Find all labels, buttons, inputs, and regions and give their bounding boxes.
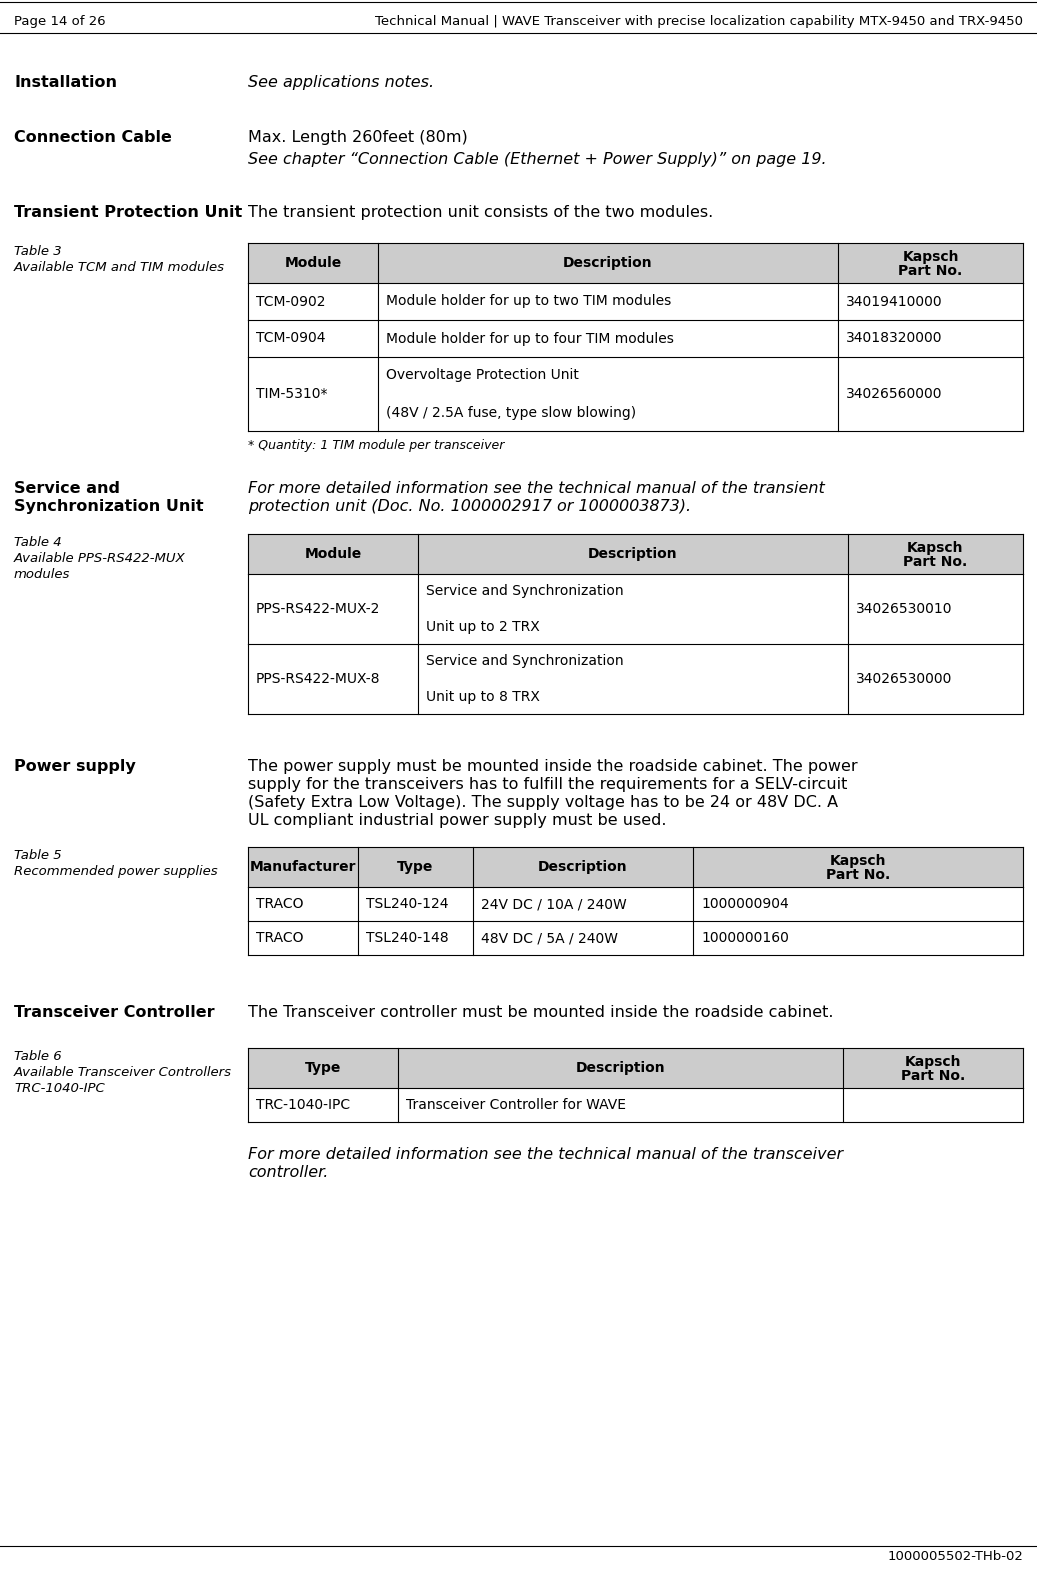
Text: Transceiver Controller: Transceiver Controller [15, 1006, 215, 1020]
Text: For more detailed information see the technical manual of the transceiver: For more detailed information see the te… [248, 1147, 843, 1163]
Text: Available Transceiver Controllers: Available Transceiver Controllers [15, 1065, 232, 1079]
Text: Kapsch: Kapsch [830, 854, 887, 868]
Text: Power supply: Power supply [15, 759, 136, 774]
Text: Connection Cable: Connection Cable [15, 130, 172, 144]
Text: Description: Description [563, 256, 653, 270]
Text: Description: Description [538, 860, 627, 874]
Bar [248, 1048, 1022, 1087]
Text: Unit up to 8 TRX: Unit up to 8 TRX [426, 689, 540, 703]
Text: Transceiver Controller for WAVE: Transceiver Controller for WAVE [407, 1098, 626, 1112]
Bar [248, 847, 1022, 886]
Text: Service and Synchronization: Service and Synchronization [426, 585, 623, 598]
Text: Max. Length 260feet (80m): Max. Length 260feet (80m) [248, 130, 468, 144]
Text: Overvoltage Protection Unit: Overvoltage Protection Unit [386, 369, 579, 383]
Bar [248, 243, 1022, 282]
Text: Transient Protection Unit: Transient Protection Unit [15, 206, 243, 220]
Text: For more detailed information see the technical manual of the transient: For more detailed information see the te… [248, 482, 824, 496]
Text: 34026530010: 34026530010 [856, 602, 953, 617]
Text: Table 3: Table 3 [15, 245, 61, 257]
Text: 34019410000: 34019410000 [846, 295, 943, 309]
Text: modules: modules [15, 568, 71, 581]
Text: Part No.: Part No. [903, 555, 968, 570]
Text: Module holder for up to four TIM modules: Module holder for up to four TIM modules [386, 331, 674, 345]
Text: Part No.: Part No. [901, 1068, 965, 1083]
Text: Description: Description [588, 548, 678, 562]
Text: TRACO: TRACO [256, 930, 304, 945]
Text: 34026560000: 34026560000 [846, 388, 943, 402]
Text: See chapter “Connection Cable (Ethernet + Power Supply)” on page 19.: See chapter “Connection Cable (Ethernet … [248, 152, 826, 166]
Text: Table 6: Table 6 [15, 1050, 61, 1064]
Text: Service and: Service and [15, 482, 120, 496]
Text: (Safety Extra Low Voltage). The supply voltage has to be 24 or 48V DC. A: (Safety Extra Low Voltage). The supply v… [248, 795, 838, 810]
Text: Module: Module [305, 548, 362, 562]
Text: Technical Manual | WAVE Transceiver with precise localization capability MTX-945: Technical Manual | WAVE Transceiver with… [375, 16, 1022, 28]
Text: Installation: Installation [15, 75, 117, 89]
Text: supply for the transceivers has to fulfill the requirements for a SELV-circuit: supply for the transceivers has to fulfi… [248, 777, 847, 792]
Text: Description: Description [576, 1061, 666, 1075]
Text: TRC-1040-IPC: TRC-1040-IPC [256, 1098, 351, 1112]
Text: Table 5: Table 5 [15, 849, 61, 861]
Text: Page 14 of 26: Page 14 of 26 [15, 16, 106, 28]
Text: 1000000904: 1000000904 [701, 897, 789, 912]
Text: UL compliant industrial power supply must be used.: UL compliant industrial power supply mus… [248, 813, 667, 828]
Text: Type: Type [397, 860, 433, 874]
Text: Part No.: Part No. [825, 868, 890, 882]
Text: (48V / 2.5A fuse, type slow blowing): (48V / 2.5A fuse, type slow blowing) [386, 405, 636, 419]
Text: Manufacturer: Manufacturer [250, 860, 357, 874]
Text: TCM-0904: TCM-0904 [256, 331, 326, 345]
Text: The transient protection unit consists of the two modules.: The transient protection unit consists o… [248, 206, 713, 220]
Text: 1000005502-THb-02: 1000005502-THb-02 [887, 1550, 1022, 1563]
Text: Service and Synchronization: Service and Synchronization [426, 654, 623, 668]
Text: The Transceiver controller must be mounted inside the roadside cabinet.: The Transceiver controller must be mount… [248, 1006, 834, 1020]
Text: The power supply must be mounted inside the roadside cabinet. The power: The power supply must be mounted inside … [248, 759, 858, 774]
Text: TIM-5310*: TIM-5310* [256, 388, 328, 402]
Text: protection unit (Doc. No. 1000002917 or 1000003873).: protection unit (Doc. No. 1000002917 or … [248, 499, 691, 515]
Text: Available TCM and TIM modules: Available TCM and TIM modules [15, 260, 225, 275]
Text: TCM-0902: TCM-0902 [256, 295, 326, 309]
Text: TSL240-124: TSL240-124 [366, 897, 448, 912]
Text: 48V DC / 5A / 240W: 48V DC / 5A / 240W [481, 930, 618, 945]
Text: TSL240-148: TSL240-148 [366, 930, 449, 945]
Text: Kapsch: Kapsch [904, 1054, 961, 1068]
Text: TRACO: TRACO [256, 897, 304, 912]
Text: Kapsch: Kapsch [902, 249, 959, 264]
Text: See applications notes.: See applications notes. [248, 75, 435, 89]
Text: Type: Type [305, 1061, 341, 1075]
Text: 34018320000: 34018320000 [846, 331, 943, 345]
Text: Part No.: Part No. [898, 264, 962, 278]
Text: Synchronization Unit: Synchronization Unit [15, 499, 203, 515]
Text: 1000000160: 1000000160 [701, 930, 789, 945]
Text: 24V DC / 10A / 240W: 24V DC / 10A / 240W [481, 897, 626, 912]
Text: Module: Module [284, 256, 341, 270]
Text: TRC-1040-IPC: TRC-1040-IPC [15, 1083, 105, 1095]
Text: Available PPS-RS422-MUX: Available PPS-RS422-MUX [15, 552, 186, 565]
Text: PPS-RS422-MUX-2: PPS-RS422-MUX-2 [256, 602, 381, 617]
Text: Recommended power supplies: Recommended power supplies [15, 865, 218, 879]
Bar [248, 533, 1022, 574]
Text: 34026530000: 34026530000 [856, 672, 952, 686]
Text: controller.: controller. [248, 1166, 329, 1180]
Text: Table 4: Table 4 [15, 537, 61, 549]
Text: Module holder for up to two TIM modules: Module holder for up to two TIM modules [386, 295, 671, 309]
Text: PPS-RS422-MUX-8: PPS-RS422-MUX-8 [256, 672, 381, 686]
Text: Unit up to 2 TRX: Unit up to 2 TRX [426, 620, 539, 634]
Text: * Quantity: 1 TIM module per transceiver: * Quantity: 1 TIM module per transceiver [248, 439, 504, 452]
Text: Kapsch: Kapsch [907, 541, 963, 555]
